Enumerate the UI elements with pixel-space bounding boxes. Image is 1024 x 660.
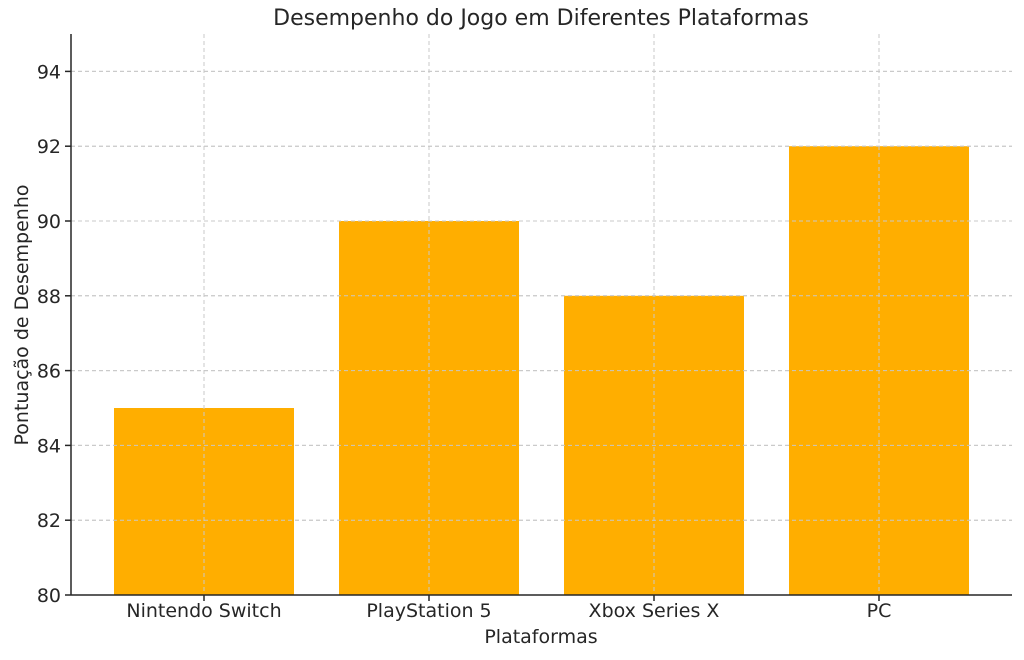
y-tick-label: 88 [37, 286, 61, 308]
tick-layer: 80 82 84 86 88 90 92 94 Nintendo Switch PlayStati… [37, 61, 892, 622]
chart-title: Desempenho do Jogo em Diferentes Platafo… [273, 6, 809, 31]
y-tick-label: 92 [37, 136, 61, 158]
x-tick-label: Nintendo Switch [126, 600, 281, 622]
bar-layer [71, 34, 1012, 595]
y-tick-label: 86 [37, 361, 61, 383]
axis-layer [70, 34, 1012, 596]
bar-nintendo-switch [114, 408, 294, 595]
x-tick-label: Xbox Series X [589, 600, 720, 622]
y-tick-label: 80 [37, 585, 61, 607]
y-tick-label: 84 [37, 435, 61, 457]
x-tick-label: PlayStation 5 [366, 600, 491, 622]
x-tick-label: PC [867, 600, 892, 622]
y-axis-label: Pontuação de Desempenho [11, 185, 33, 446]
y-tick-label: 94 [37, 61, 61, 83]
y-tick-label: 90 [37, 211, 61, 233]
x-axis-label: Plataformas [484, 626, 597, 648]
y-tick-label: 82 [37, 510, 61, 532]
